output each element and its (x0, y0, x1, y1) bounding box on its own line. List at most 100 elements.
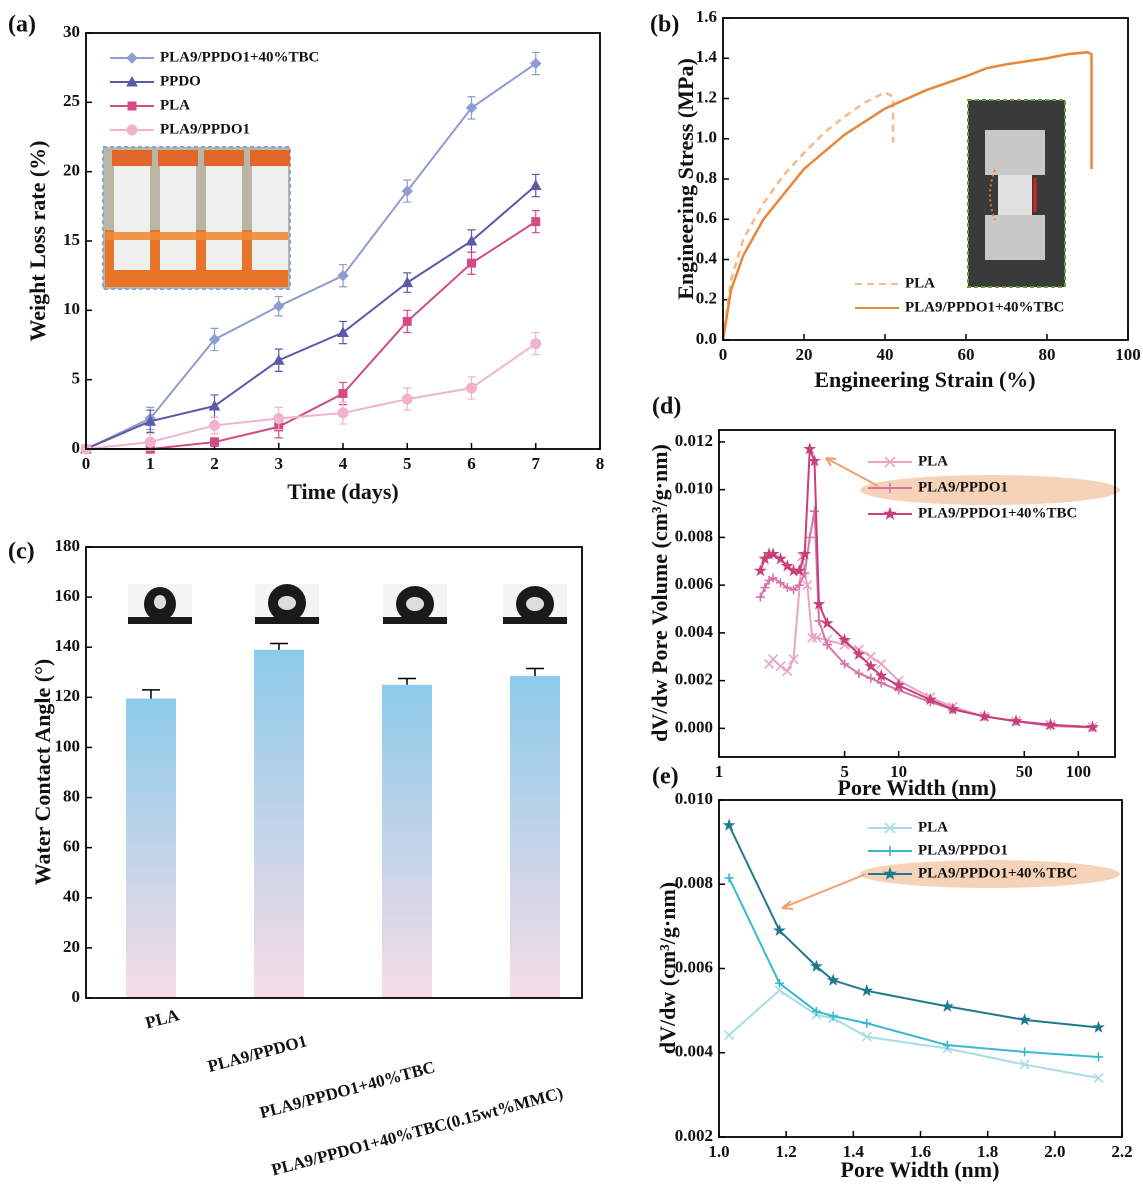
y-tick-label: 20 (63, 937, 80, 956)
error-bar (398, 677, 416, 685)
marker (338, 389, 348, 399)
y-tick-label: 160 (55, 586, 81, 605)
error-bar (270, 642, 288, 650)
legend-label: PLA (905, 275, 935, 291)
x-tick-label: 5 (403, 454, 412, 473)
marker (337, 269, 349, 282)
marker (876, 678, 886, 688)
marker (466, 382, 478, 394)
x-tick-label: 100 (1115, 345, 1141, 364)
x-tick-label: 7 (532, 454, 541, 473)
marker (798, 547, 812, 560)
marker (884, 822, 896, 834)
marker (760, 583, 770, 593)
bar (254, 649, 304, 998)
marker (838, 633, 851, 646)
series-line (721, 50, 1093, 341)
y-tick-label: 1.2 (696, 87, 717, 106)
y-tick-label: 1.6 (696, 7, 717, 26)
marker (811, 1006, 821, 1016)
marker (866, 673, 876, 683)
y-tick-label: 0.008 (675, 873, 713, 892)
legend-label: PLA (160, 97, 190, 113)
marker (1019, 1059, 1030, 1070)
marker (774, 985, 785, 996)
series-line (85, 184, 537, 450)
marker (828, 1011, 838, 1021)
legend-label: PLA9/PPDO1 (918, 842, 1008, 858)
marker (923, 692, 937, 706)
x-tick-label: 100 (1066, 762, 1092, 781)
x-tick-label: 50 (1016, 762, 1033, 781)
marker (946, 702, 960, 715)
y-tick-label: 30 (63, 22, 80, 41)
marker (876, 658, 887, 669)
marker (465, 234, 478, 246)
marker (807, 632, 818, 643)
droplet-images (128, 584, 567, 624)
marker (208, 333, 221, 346)
marker (1020, 1047, 1030, 1057)
marker (1018, 1013, 1032, 1026)
marker (802, 580, 813, 591)
y-tick-label: 80 (63, 786, 80, 805)
x-tick-label: 20 (796, 345, 813, 364)
x-axis-label: Pore Width (nm) (841, 1157, 1000, 1182)
y-tick-label: 1.4 (696, 47, 718, 66)
y-tick-label: 25 (63, 91, 80, 110)
y-axis-label: Water Contact Angle (°) (30, 659, 55, 886)
marker (977, 709, 991, 722)
plot-frame (85, 32, 601, 450)
marker (826, 973, 840, 986)
marker (792, 564, 806, 577)
marker (753, 564, 767, 577)
marker (531, 217, 541, 227)
marker (208, 399, 221, 411)
x-axis-label: Engineering Strain (%) (814, 367, 1035, 392)
marker (862, 1018, 872, 1028)
marker (811, 632, 822, 643)
error-bar (526, 667, 544, 677)
x-tick-label: 40 (877, 345, 894, 364)
x-tick-label: 1.0 (708, 1142, 729, 1161)
y-tick-label: 0.008 (675, 526, 713, 545)
y-tick-label: 0.002 (675, 670, 713, 689)
marker (337, 326, 349, 338)
marker (272, 354, 285, 365)
legend-label: PLA (918, 453, 948, 469)
y-tick-label: 0 (72, 438, 81, 457)
bar (510, 676, 560, 998)
marker (465, 102, 478, 114)
marker (126, 52, 138, 64)
x-tick-label: 0 (82, 454, 91, 473)
y-tick-label: 0.0 (696, 329, 717, 348)
x-axis-label: Pore Width (nm) (838, 775, 997, 800)
panel-label: (c) (8, 539, 35, 565)
marker (401, 185, 413, 197)
y-axis-label: Weight Loss rate (%) (25, 140, 50, 341)
marker (822, 640, 832, 650)
marker (861, 1031, 872, 1042)
marker (782, 583, 792, 593)
marker (864, 659, 878, 672)
marker (210, 437, 219, 447)
marker (814, 616, 824, 626)
annotation-arrow (781, 873, 867, 910)
x-tick-label: 1.2 (776, 1142, 797, 1161)
x-tick-label: PLA9/PPDO1+40%TBC (258, 1057, 437, 1122)
x-axis-label: Time (days) (287, 479, 398, 504)
series-line (728, 877, 1099, 1058)
y-tick-label: 0.6 (696, 208, 717, 227)
marker (885, 846, 895, 856)
x-tick-label: 1 (146, 454, 155, 473)
legend-label: PLA9/PPDO1+40%TBC (918, 865, 1077, 881)
marker (724, 873, 734, 883)
legend-label: PLA9/PPDO1+40%TBC (905, 299, 1064, 315)
y-tick-label: 0.012 (675, 431, 713, 450)
marker (529, 179, 542, 191)
bar (382, 684, 432, 998)
legend-label: PLA9/PPDO1 (918, 479, 1008, 495)
marker (892, 678, 906, 691)
y-axis-label: dV/dw (cm³/g·nm) (655, 882, 680, 1054)
